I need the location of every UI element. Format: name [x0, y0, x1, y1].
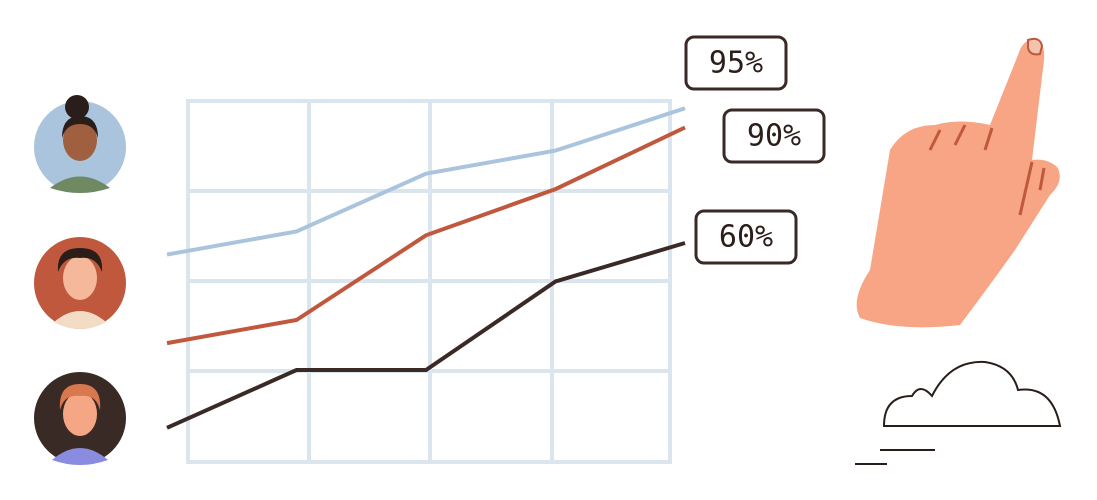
- line: [166, 125, 686, 346]
- cloud: [855, 360, 1062, 465]
- data-label: 60%: [719, 220, 773, 255]
- grid: [186, 99, 672, 464]
- data-label: 90%: [747, 119, 801, 154]
- line: [166, 241, 686, 430]
- avatar: [34, 237, 126, 329]
- avatar: [34, 372, 126, 465]
- label-box: [694, 209, 798, 265]
- label-box: [722, 108, 826, 164]
- data-label: 95%: [709, 46, 763, 81]
- line: [166, 106, 686, 257]
- avatar: [34, 95, 126, 193]
- label-box: [684, 35, 788, 91]
- hand: [856, 37, 1060, 328]
